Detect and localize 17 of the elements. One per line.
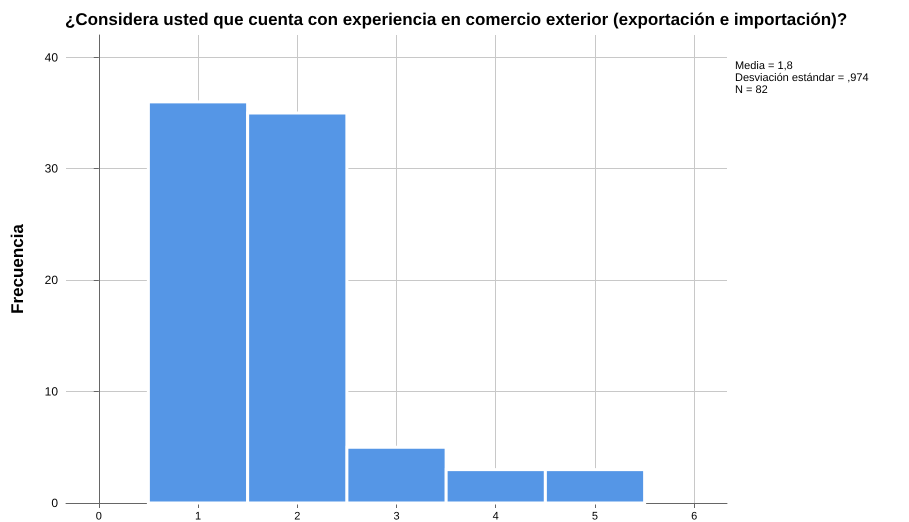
x-tick-label: 5 <box>592 510 598 522</box>
y-tick-label: 20 <box>44 273 58 288</box>
chart-title: ¿Considera usted que cuenta con experiencia en comercio exterior (exportación e importación)? <box>65 10 848 29</box>
y-tick-label: 40 <box>44 50 58 64</box>
y-axis-title: Frecuencia <box>8 224 27 314</box>
text: Desviación estándar = ,974 <box>735 72 869 84</box>
x-tick-label: 4 <box>492 510 499 522</box>
x-tick-label: 1 <box>194 510 202 522</box>
x-tick-label: 6 <box>691 510 698 522</box>
y-tick-label: 0 <box>51 496 58 510</box>
y-tick-label: 10 <box>44 384 58 399</box>
x-tick-label: 0 <box>96 510 102 522</box>
text: N = 82 <box>735 84 768 96</box>
x-tick-label: 3 <box>393 510 400 522</box>
y-tick-label: 30 <box>44 162 58 176</box>
x-tick-label: 2 <box>294 510 300 522</box>
text: Media = 1,8 <box>735 60 793 72</box>
